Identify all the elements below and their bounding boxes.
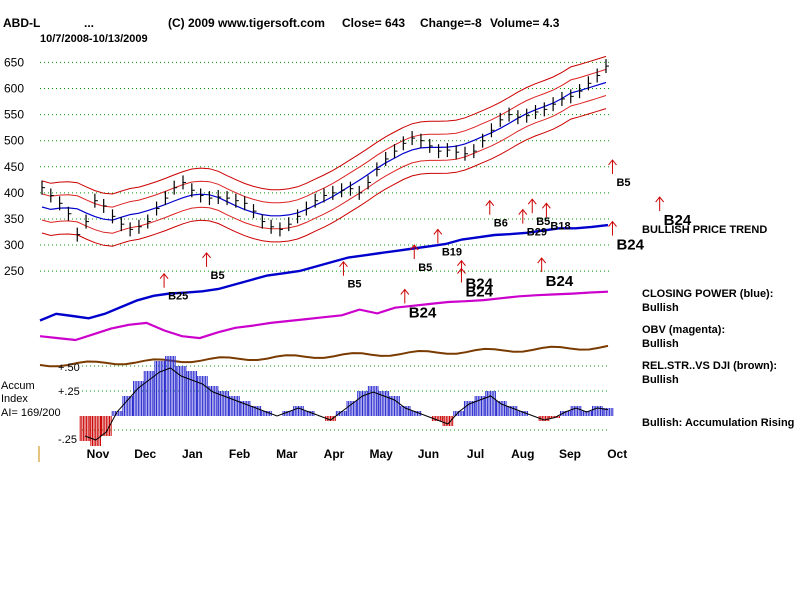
price-tick-label: 550 (4, 108, 24, 122)
signal-label: B5 (211, 270, 225, 282)
legend-accum-text: Bullish: Accumulation Rising (642, 417, 794, 429)
closing-power-line (39, 223, 609, 322)
accum-tick-plus25: +.25 (58, 386, 80, 398)
accum-index-histogram (79, 356, 614, 446)
signal-label: B6 (494, 218, 508, 230)
signal-arrow-head (339, 260, 348, 268)
legend-cp-value: Bullish (642, 302, 679, 314)
legend-cp-title: CLOSING POWER (blue): (642, 288, 773, 300)
signal-arrow-head (655, 196, 665, 203)
month-label: Sep (559, 447, 581, 461)
obv-path (39, 290, 609, 342)
obv-line (39, 290, 609, 342)
inner-lower-band (41, 95, 607, 234)
signal-arrow-head (608, 159, 617, 166)
signal-label: B24 (546, 273, 574, 290)
inner-upper-band (41, 68, 607, 208)
date-range-label: 10/7/2008-10/13/2009 (40, 33, 148, 45)
legend-obv-title: OBV (magenta): (642, 324, 725, 336)
price-tick-label: 650 (4, 55, 24, 69)
month-label: Jul (467, 447, 484, 461)
signal-label: B24 (465, 284, 493, 301)
accum-label-line1: Accum (1, 380, 35, 392)
outer-upper-band (41, 55, 607, 195)
signal-arrow-head (527, 198, 537, 205)
price-tick-label: 500 (4, 134, 24, 148)
accum-average-line (84, 367, 609, 441)
signal-arrow-head (457, 259, 466, 267)
grid-lines (40, 61, 610, 431)
signal-label: B5 (616, 177, 630, 189)
relstr-line (39, 344, 609, 368)
signal-arrow-head (409, 244, 419, 251)
month-label: Jun (418, 447, 439, 461)
volume-label: Volume= 4.3 (490, 16, 560, 30)
month-label: Dec (134, 447, 156, 461)
copyright-label: (C) 2009 www.tigersoft.com (168, 16, 325, 30)
signal-label: B29 (527, 227, 547, 239)
month-label: May (370, 447, 394, 461)
price-tick-label: 350 (4, 212, 24, 226)
legend-price-trend: BULLISH PRICE TREND (642, 224, 767, 236)
signal-arrow-head (433, 228, 443, 235)
accum-label-line2: Index (1, 393, 28, 405)
relstr-path (39, 344, 609, 368)
legend-obv-value: Bullish (642, 338, 679, 350)
signal-label: B5 (347, 279, 361, 291)
symbol-label: ABD-L (3, 16, 40, 30)
closing-power-path (39, 223, 609, 322)
price-tick-label: 250 (4, 264, 24, 278)
month-axis: Nov Dec Jan Feb Mar Apr May Jun Jul Aug Sep Oct (87, 447, 628, 461)
accum-tick-plus50: +.50 (58, 362, 80, 374)
signal-label: B18 (550, 220, 570, 232)
signal-label: B25 (168, 291, 188, 303)
accum-ai-label: AI= 169/200 (1, 407, 61, 419)
month-label: Jan (182, 447, 203, 461)
signal-label: B24 (409, 304, 437, 321)
accum-tick-minus25: -.25 (58, 434, 77, 446)
legend-relstr-value: Bullish (642, 374, 679, 386)
signal-arrow-head (537, 257, 547, 264)
signal-arrow-head (542, 202, 551, 209)
signal-arrow-head (485, 199, 495, 207)
month-label: Mar (276, 447, 298, 461)
price-bars (41, 59, 609, 242)
signal-label: B5 (418, 262, 432, 274)
signal-arrow-head (202, 252, 211, 259)
price-axis: 650 600 550 500 450 400 350 300 250 (4, 55, 24, 278)
change-label: Change=-8 (420, 16, 482, 30)
month-label: Apr (324, 447, 345, 461)
signal-label: B24 (465, 276, 493, 293)
month-label: Oct (607, 447, 627, 461)
signal-label: B24 (664, 212, 692, 229)
signal-arrow-head (457, 267, 466, 274)
price-tick-label: 600 (4, 82, 24, 96)
price-tick-label: 400 (4, 186, 24, 200)
signal-label: B5 (536, 216, 550, 228)
price-tick-label: 450 (4, 160, 24, 174)
signal-arrow-head (518, 208, 528, 215)
signal-arrow-head (400, 288, 410, 295)
close-label: Close= 643 (342, 16, 405, 30)
price-tick-label: 300 (4, 238, 24, 252)
month-label: Aug (511, 447, 534, 461)
outer-lower-band (41, 108, 607, 247)
month-label: Nov (87, 447, 110, 461)
signal-label: B19 (442, 246, 462, 258)
legend-relstr-title: REL.STR..VS DJI (brown): (642, 360, 777, 372)
signal-arrow-head (159, 272, 169, 280)
signal-arrow-head (608, 220, 617, 227)
symbol-dots: ... (84, 16, 94, 30)
price-bands (41, 55, 607, 247)
month-label: Feb (229, 447, 250, 461)
signal-label: B24 (616, 237, 644, 254)
